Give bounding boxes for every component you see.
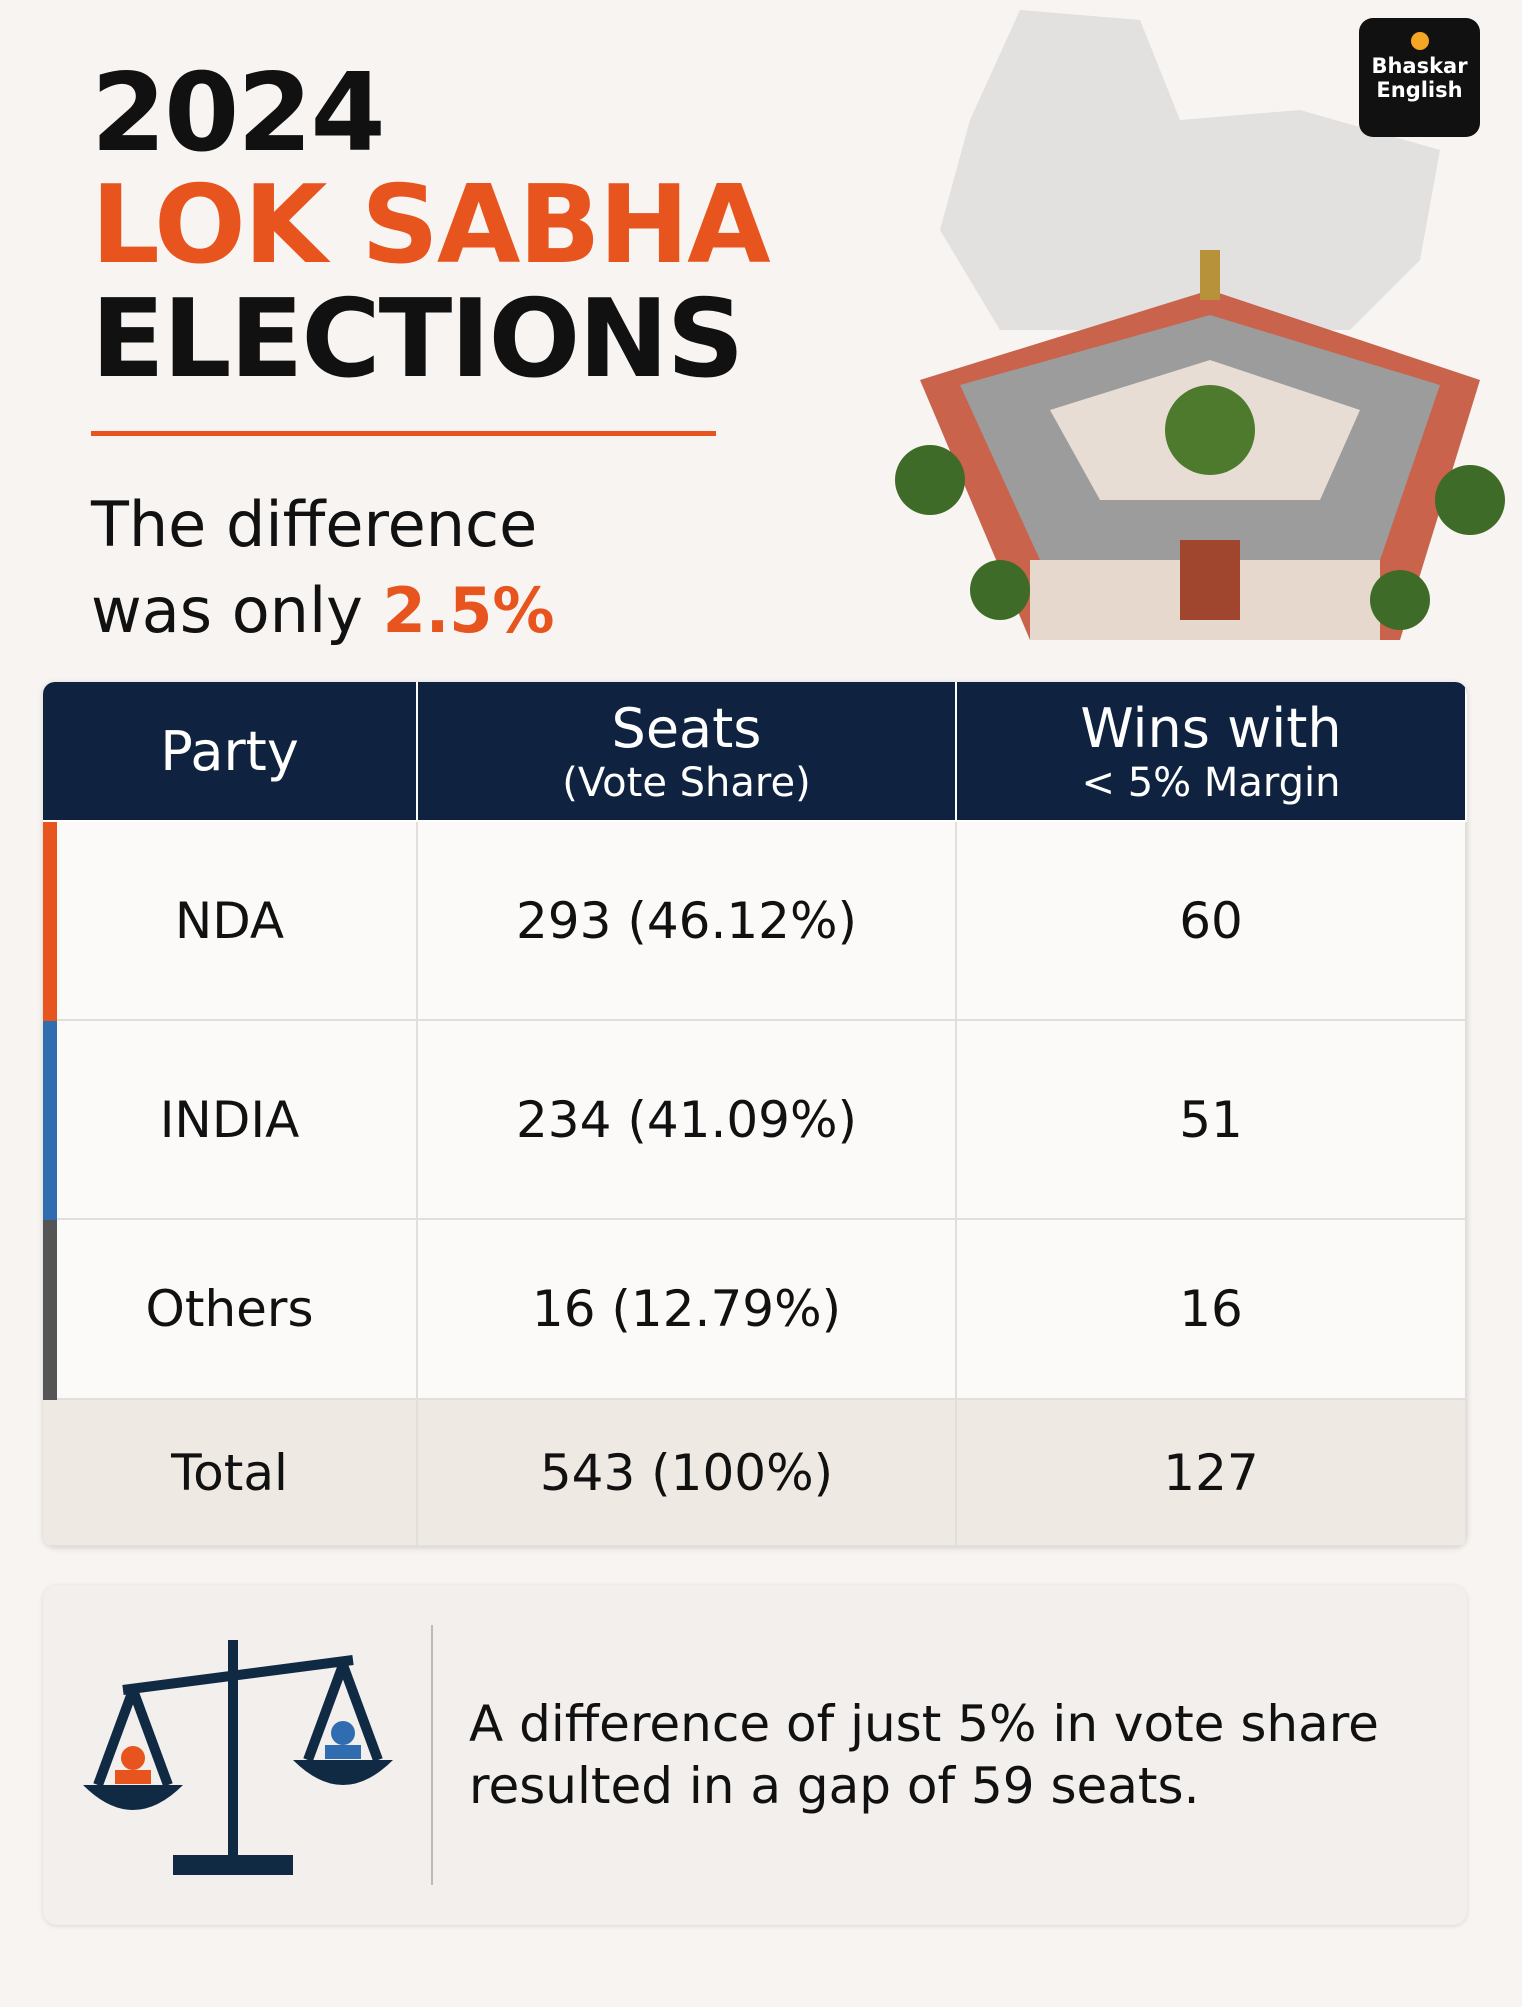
table-cell: 293 (46.12%) [418,822,957,1021]
row-accent [43,1220,57,1400]
header-text: Party [160,719,299,783]
header-cell: Wins with < 5% Margin [957,682,1467,822]
note-text: A difference of just 5% in vote share [469,1695,1379,1753]
cell-text: 127 [1163,1443,1259,1502]
note-text: resulted in a gap of 59 seats. [469,1757,1200,1815]
header-subtext: (Vote Share) [562,759,811,806]
table-cell: Others [43,1220,418,1400]
table-cell: Total [43,1400,418,1547]
divider [431,1625,433,1885]
scale-icon [83,1640,393,1875]
header-text: Seats [611,696,762,760]
cell-text: NDA [174,891,285,950]
subtitle: The difference [91,488,538,561]
title-line: ELECTIONS [91,277,744,402]
parliament-illustration [895,10,1505,640]
header-cell: Party [43,682,418,822]
table-cell: 16 (12.79%) [418,1220,957,1400]
table-cell: 127 [957,1400,1467,1547]
note-box: A difference of just 5% in vote share re… [43,1585,1467,1925]
table-cell: 16 [957,1220,1467,1400]
highlight: 2.5% [382,574,555,647]
logo-sun [1410,32,1429,50]
cell-text: 16 (12.79%) [531,1280,842,1338]
logo: Bhaskar English [1359,18,1480,137]
subtitle-text: was only [91,574,363,647]
title-line: 2024 [91,51,386,176]
table-cell: 543 (100%) [418,1400,957,1547]
cell-text: 60 [1179,891,1243,950]
title-line: LOK SABHA [91,163,771,288]
header-cell: Seats (Vote Share) [418,682,957,822]
cell-text: 293 (46.12%) [516,891,857,950]
cell-text: 16 [1179,1280,1243,1338]
table-cell: NDA [43,822,418,1021]
row-accent [43,1021,57,1220]
logo-text: English [1376,78,1463,102]
table-cell: 51 [957,1021,1467,1220]
logo-text: Bhaskar [1371,54,1468,78]
cell-text: 234 (41.09%) [516,1090,857,1149]
row-accent [43,822,57,1021]
cell-text: Total [171,1443,288,1502]
table-cell: 234 (41.09%) [418,1021,957,1220]
subtitle: was only 2.5% [91,580,555,642]
header-text: Wins with [1080,696,1342,760]
cell-text: 51 [1179,1090,1243,1149]
cell-text: INDIA [159,1090,300,1149]
cell-text: 543 (100%) [539,1443,834,1502]
cell-text: Others [145,1280,314,1338]
table-cell: INDIA [43,1021,418,1220]
table-cell: 60 [957,822,1467,1021]
divider [91,431,716,436]
header-subtext: < 5% Margin [1081,759,1341,806]
results-table: Party Seats (Vote Share) Wins with < 5% Marg… [43,682,1467,1547]
